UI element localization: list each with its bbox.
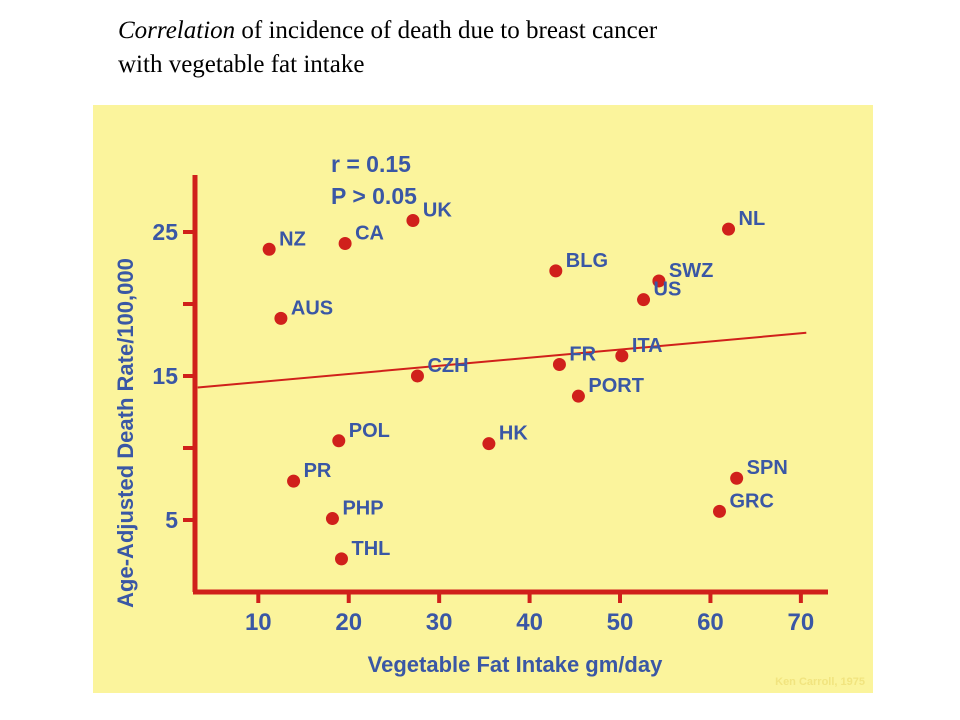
point-uk [406,213,420,227]
point-pr [287,474,301,488]
point-label-nz: NZ [279,228,306,250]
point-grc [712,504,726,518]
point-port [571,389,585,403]
x-tick-label: 40 [516,609,543,636]
point-blg [549,264,563,278]
point-czh [410,369,424,383]
point-label-us: US [654,279,682,301]
x-tick-label: 70 [788,609,815,636]
point-label-nl: NL [739,208,766,230]
title-emphasis: Correlation [118,17,236,44]
point-us [637,293,651,307]
x-tick-label: 20 [335,609,362,636]
point-ca [338,237,352,251]
point-label-pol: POL [349,420,390,442]
point-swz [652,274,666,288]
slide-title: Correlation of incidence of death due to… [118,14,878,82]
point-label-thl: THL [351,538,390,560]
point-label-fr: FR [569,343,596,365]
source-credit: Ken Carroll, 1975 [775,676,865,688]
point-fr [552,357,566,371]
scatter-chart: 10 20 30 40 50 60 70 5 15 25 NZ CA UK AUS BLG SWZ NL US I… [93,105,873,693]
point-label-swz: SWZ [669,260,713,282]
point-label-spn: SPN [747,457,788,479]
point-label-uk: UK [423,199,452,221]
y-tick-label: 5 [165,507,178,533]
point-label-php: PHP [342,498,383,520]
point-label-pr: PR [304,460,332,482]
point-label-blg: BLG [566,250,608,272]
x-axis-label: Vegetable Fat Intake gm/day [368,652,663,677]
stat-p-value: P > 0.05 [331,183,417,209]
point-hk [482,437,496,451]
x-tick-label: 30 [426,609,453,636]
point-label-ca: CA [355,223,384,245]
point-label-port: PORT [588,375,644,397]
x-tick-label: 50 [607,609,634,636]
data-points: NZ CA UK AUS BLG SWZ NL US ITA FR CZH PORT POL HK PR PH… [262,199,788,566]
y-tick-label: 15 [152,363,178,389]
point-pol [332,434,346,448]
axes: 10 20 30 40 50 60 70 5 15 25 [152,175,828,636]
point-ita [615,349,629,363]
stat-r-value: r = 0.15 [331,151,411,177]
chart-background [93,105,873,693]
trend-line [197,331,807,389]
title-line1-rest: of incidence of death due to breast canc… [235,17,658,44]
point-label-grc: GRC [729,490,773,512]
point-label-czh: CZH [427,355,468,377]
y-tick-label: 25 [152,219,178,245]
point-spn [730,471,744,485]
point-aus [274,311,288,325]
point-thl [334,552,348,566]
point-php [325,512,339,526]
x-tick-label: 10 [245,609,272,636]
point-label-hk: HK [499,423,528,445]
x-tick-label: 60 [697,609,724,636]
point-nl [722,222,736,236]
point-label-aus: AUS [291,297,333,319]
chart-canvas: 10 20 30 40 50 60 70 5 15 25 NZ CA UK AUS BLG SWZ NL US I… [93,105,873,693]
title-line2: with vegetable fat intake [118,51,365,78]
point-label-ita: ITA [632,335,663,357]
point-nz [262,242,276,256]
y-axis-label: Age-Adjusted Death Rate/100,000 [113,258,138,608]
